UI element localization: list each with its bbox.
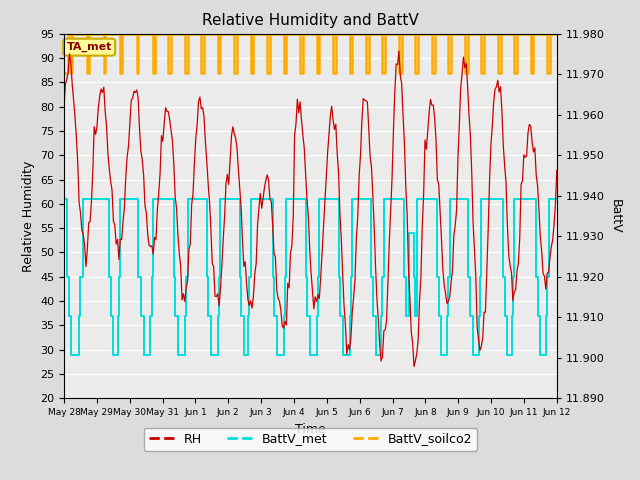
X-axis label: Time: Time	[295, 423, 326, 436]
Text: TA_met: TA_met	[67, 42, 112, 52]
Y-axis label: Relative Humidity: Relative Humidity	[22, 160, 35, 272]
Y-axis label: BattV: BattV	[609, 199, 621, 233]
Title: Relative Humidity and BattV: Relative Humidity and BattV	[202, 13, 419, 28]
Legend: RH, BattV_met, BattV_soilco2: RH, BattV_met, BattV_soilco2	[144, 428, 477, 451]
